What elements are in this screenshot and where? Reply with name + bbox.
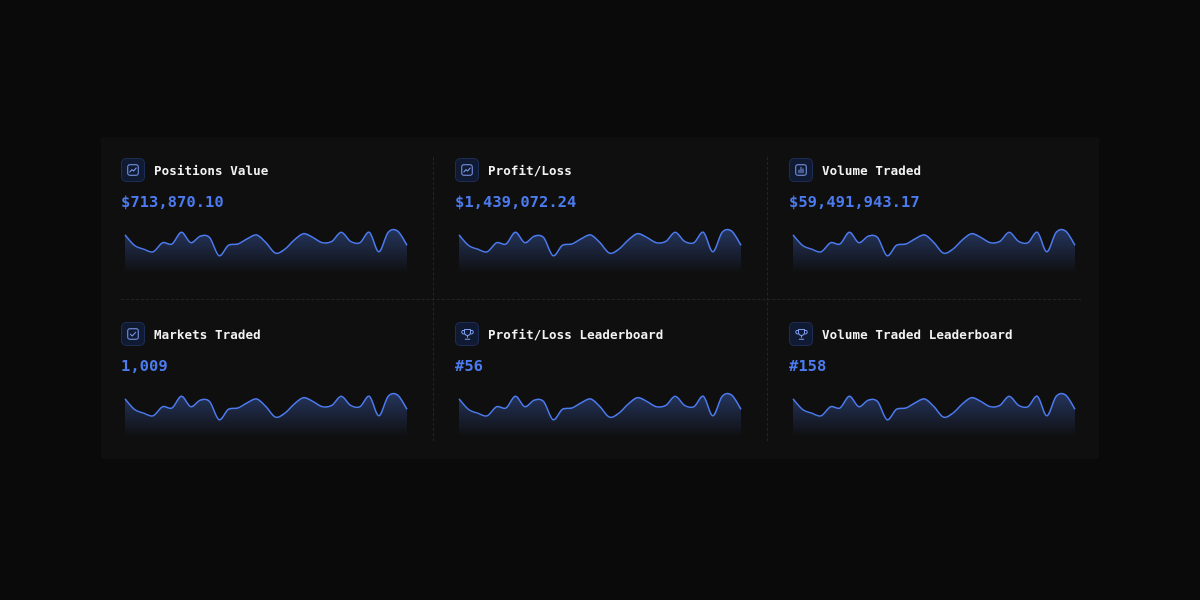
stat-card-profit-loss: Profit/Loss $1,439,072.24 <box>455 137 755 301</box>
stats-panel: Positions Value $713,870.10 Profit/Loss … <box>101 137 1099 459</box>
stat-value: 1,009 <box>121 357 168 375</box>
stat-card-header: Profit/Loss Leaderboard <box>455 321 663 347</box>
sparkline-line <box>792 392 1076 421</box>
check-square-icon <box>121 322 145 346</box>
stat-card-header: Positions Value <box>121 157 268 183</box>
sparkline-line <box>458 392 742 421</box>
stat-value: $59,491,943.17 <box>789 193 920 211</box>
stat-value: $1,439,072.24 <box>455 193 577 211</box>
stat-card-markets-traded: Markets Traded 1,009 <box>121 301 421 465</box>
trophy-icon <box>789 322 813 346</box>
stat-label: Volume Traded <box>822 162 922 178</box>
row-divider <box>121 299 1081 300</box>
stats-grid: Positions Value $713,870.10 Profit/Loss … <box>121 137 1081 459</box>
column-divider <box>433 157 434 441</box>
sparkline-line <box>124 228 408 257</box>
stat-card-header: Markets Traded <box>121 321 261 347</box>
sparkline-line <box>792 228 1076 257</box>
stat-value: #56 <box>455 357 483 375</box>
sparkline-chart <box>458 228 742 273</box>
stat-card-header: Volume Traded <box>789 157 921 183</box>
trend-line-icon <box>121 158 145 182</box>
sparkline-chart <box>792 392 1076 437</box>
stat-label: Profit/Loss Leaderboard <box>488 326 664 342</box>
stat-card-profit-loss-leaderboard: Profit/Loss Leaderboard #56 <box>455 301 755 465</box>
stat-card-header: Volume Traded Leaderboard <box>789 321 1013 347</box>
stat-value: #158 <box>789 357 827 375</box>
stat-label: Markets Traded <box>154 326 261 342</box>
sparkline-line <box>458 228 742 257</box>
stat-label: Profit/Loss <box>488 162 572 178</box>
stat-card-header: Profit/Loss <box>455 157 572 183</box>
stat-card-volume-traded: Volume Traded $59,491,943.17 <box>789 137 1089 301</box>
stat-value: $713,870.10 <box>121 193 224 211</box>
trend-line-icon <box>455 158 479 182</box>
sparkline-chart <box>792 228 1076 273</box>
sparkline-line <box>124 392 408 421</box>
stat-card-volume-traded-leaderboard: Volume Traded Leaderboard #158 <box>789 301 1089 465</box>
sparkline-chart <box>458 392 742 437</box>
stat-label: Positions Value <box>154 162 269 178</box>
bar-chart-icon <box>789 158 813 182</box>
sparkline-chart <box>124 228 408 273</box>
stat-card-positions-value: Positions Value $713,870.10 <box>121 137 421 301</box>
sparkline-chart <box>124 392 408 437</box>
stat-label: Volume Traded Leaderboard <box>822 326 1013 342</box>
column-divider <box>767 157 768 441</box>
trophy-icon <box>455 322 479 346</box>
